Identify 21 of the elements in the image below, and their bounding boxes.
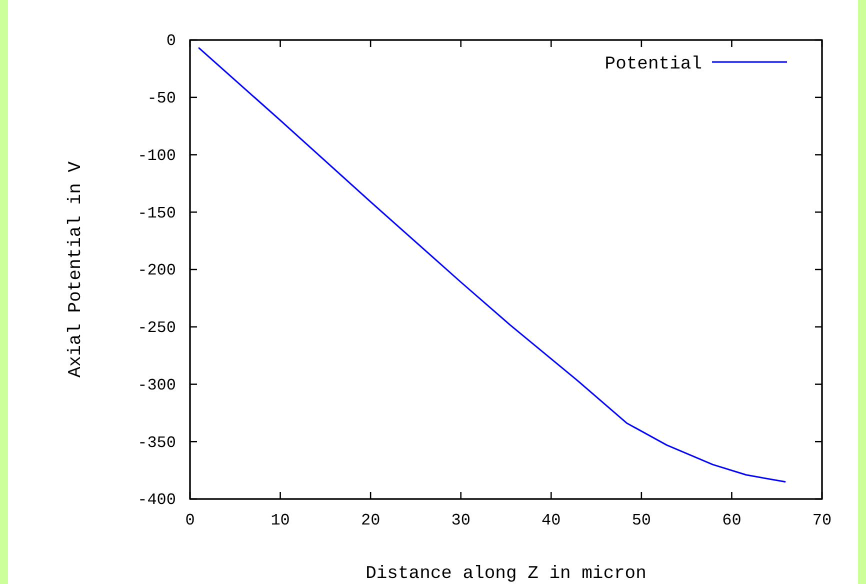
y-tick-label: -250 <box>138 318 176 337</box>
y-tick-label: -50 <box>147 89 176 108</box>
x-tick-label: 10 <box>270 511 290 530</box>
x-tick-label: 70 <box>812 511 832 530</box>
legend-label: Potential <box>604 54 702 74</box>
x-tick-label: 30 <box>451 511 470 530</box>
y-tick-label: -200 <box>138 262 176 280</box>
y-axis-title: Axial Potential in V <box>66 161 86 378</box>
x-tick-label: 20 <box>360 511 380 530</box>
y-tick-label: -300 <box>138 376 176 394</box>
x-axis-title: Distance along Z in micron <box>366 564 646 584</box>
y-tick-label: 0 <box>166 32 176 50</box>
x-tick-label: 60 <box>722 511 742 530</box>
x-tick-label: 50 <box>632 511 652 530</box>
y-tick-label: -100 <box>138 146 176 165</box>
y-tick-label: -400 <box>138 491 176 510</box>
x-tick-label: 40 <box>542 511 561 530</box>
y-tick-label: -350 <box>138 434 176 452</box>
line-series <box>198 47 786 483</box>
x-tick-label: 0 <box>185 511 195 530</box>
y-tick-label: -150 <box>138 204 176 222</box>
